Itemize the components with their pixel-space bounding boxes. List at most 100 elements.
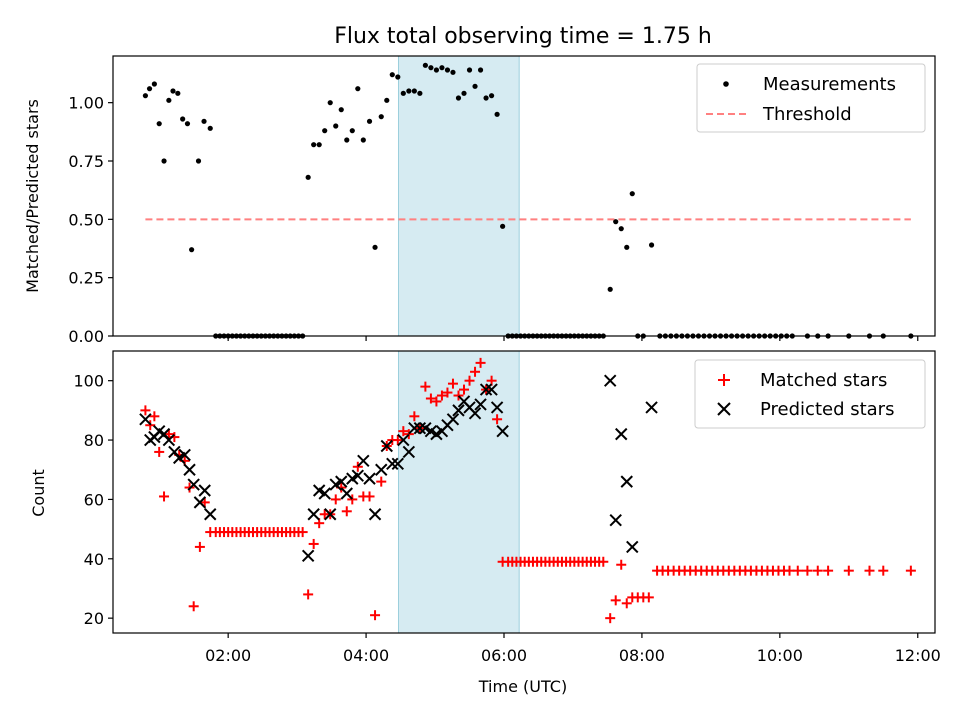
- measurement-point: [428, 65, 434, 71]
- predicted-star-point: [307, 508, 320, 521]
- matched-star-point: [442, 387, 453, 398]
- measurement-point: [613, 219, 619, 225]
- matched-star-point: [459, 384, 470, 395]
- measurement-point: [142, 93, 149, 99]
- predicted-star-point: [413, 421, 427, 435]
- legend-matched-stars-label: Matched stars: [760, 370, 887, 391]
- top-y-tick-label: 0.00: [68, 327, 104, 346]
- top-y-tick-label: 0.25: [68, 269, 104, 288]
- x-tick-label: 08:00: [619, 646, 665, 665]
- matched-star-point: [616, 559, 627, 570]
- measurement-point: [161, 158, 167, 164]
- measurement-point: [411, 88, 417, 94]
- measurement-point: [417, 90, 423, 96]
- measurement-point: [500, 223, 506, 229]
- matched-star-point: [370, 610, 381, 621]
- top-panel: 0.00 0.25 0.50 0.75 1.00 Matched/Predicted s…: [23, 55, 936, 346]
- matched-star-point: [464, 375, 475, 386]
- measurement-point: [477, 67, 484, 73]
- measurement-point: [322, 128, 328, 134]
- matched-star-point: [154, 446, 165, 457]
- legend-measurements-label: Measurements: [763, 74, 896, 95]
- measurement-point: [444, 67, 451, 73]
- predicted-star-point: [368, 508, 382, 521]
- matched-star-point: [643, 592, 654, 603]
- matched-star-point: [843, 565, 854, 576]
- predicted-star-point: [397, 433, 410, 447]
- predicted-star-point: [178, 448, 191, 462]
- predicted-stars-legend-marker: [717, 402, 731, 416]
- matched-star-point: [425, 393, 436, 404]
- matched-star-point: [392, 435, 403, 446]
- matched-star-point: [398, 426, 409, 437]
- measurement-point: [406, 88, 412, 94]
- predicted-star-point: [183, 463, 196, 476]
- matched-star-point: [905, 565, 916, 576]
- matched-star-point: [376, 476, 387, 487]
- predicted-star-point: [324, 508, 337, 521]
- measurement-point: [195, 158, 202, 164]
- matched-star-point: [605, 613, 616, 624]
- measurement-point: [327, 100, 333, 106]
- measurement-point: [349, 128, 355, 134]
- measurement-point: [466, 67, 473, 73]
- matched-star-point: [341, 506, 352, 517]
- matched-star-point: [347, 494, 358, 505]
- predicted-star-point: [626, 540, 639, 554]
- matched-star-point: [864, 565, 875, 576]
- predicted-star-point: [620, 475, 633, 488]
- predicted-star-point: [645, 401, 658, 414]
- top-shaded-span: [397, 55, 520, 337]
- predicted-star-point: [474, 398, 487, 411]
- matched-star-point: [420, 381, 431, 392]
- measurement-point: [483, 95, 489, 101]
- measurement-point: [472, 83, 478, 89]
- matched-stars-legend-marker: [718, 374, 730, 386]
- matched-star-point: [823, 565, 834, 576]
- measurement-point: [146, 86, 153, 92]
- measurement-point: [372, 244, 378, 250]
- bottom-y-tick-label: 60: [84, 490, 104, 509]
- measurements-legend-marker: [723, 81, 729, 87]
- measurement-point: [207, 125, 213, 131]
- predicted-star-point: [363, 472, 376, 485]
- predicted-star-point: [351, 469, 365, 482]
- matched-star-point: [812, 565, 823, 576]
- bottom-y-tick-label: 40: [84, 550, 104, 569]
- top-x-ticks: [227, 336, 919, 341]
- measurement-point: [311, 142, 317, 148]
- predicted-star-point: [139, 413, 152, 426]
- measurement-point: [184, 121, 191, 127]
- predicted-star-point: [452, 404, 465, 417]
- measurement-point: [378, 114, 384, 120]
- measurement-point: [316, 142, 322, 148]
- bottom-y-tick-label: 80: [84, 431, 104, 450]
- predicted-star-point: [204, 508, 217, 521]
- matched-star-point: [492, 414, 503, 425]
- measurement-point: [494, 111, 500, 117]
- predicted-star-point: [408, 421, 421, 435]
- measurement-point: [170, 88, 176, 94]
- measurement-point: [629, 191, 635, 197]
- bottom-y-ticks: 20 40 60 80 100: [73, 372, 113, 628]
- x-tick-label: 10:00: [757, 646, 803, 665]
- measurement-point: [422, 62, 428, 68]
- matched-star-point: [199, 497, 210, 508]
- matched-star-point: [792, 565, 803, 576]
- x-tick-label: 02:00: [205, 646, 251, 665]
- measurement-point: [455, 95, 462, 101]
- matched-star-point: [453, 390, 464, 401]
- bottom-y-axis-label: Count: [29, 469, 48, 517]
- measurement-point: [338, 107, 344, 113]
- measurement-point: [201, 118, 207, 124]
- top-y-tick-label: 0.75: [68, 152, 104, 171]
- matched-star-point: [475, 357, 486, 368]
- measurement-point: [360, 137, 366, 143]
- predicted-star-point: [198, 484, 211, 497]
- predicted-star-point: [318, 487, 331, 500]
- matched-star-point: [297, 527, 308, 538]
- predicted-star-point: [380, 439, 393, 453]
- matched-star-point: [403, 429, 414, 440]
- measurement-point: [180, 116, 186, 122]
